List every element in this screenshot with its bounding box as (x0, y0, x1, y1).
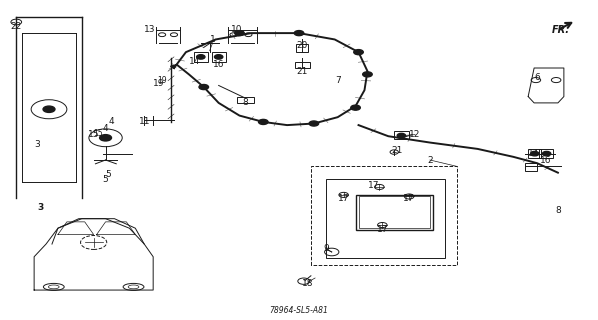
Bar (295, 62, 310, 68)
Text: 2: 2 (427, 156, 433, 164)
Text: 16: 16 (540, 156, 552, 164)
Circle shape (354, 50, 363, 55)
Text: 17: 17 (404, 194, 415, 203)
Bar (394, 132, 409, 140)
Text: 16: 16 (213, 60, 224, 69)
Bar (356, 195, 433, 230)
Text: 12: 12 (410, 130, 421, 139)
Text: 14: 14 (529, 149, 540, 158)
Text: 78964-SL5-A81: 78964-SL5-A81 (270, 307, 328, 316)
Text: 21: 21 (392, 146, 403, 155)
Text: 21: 21 (296, 67, 307, 76)
Bar (212, 52, 226, 62)
Text: 11: 11 (139, 117, 150, 126)
Text: 5: 5 (103, 174, 108, 184)
Bar (525, 163, 537, 171)
Bar (539, 149, 553, 158)
Text: 15: 15 (88, 130, 99, 139)
Bar (194, 52, 208, 62)
Circle shape (100, 135, 111, 141)
Text: 3: 3 (34, 140, 40, 148)
Text: 17: 17 (368, 181, 379, 190)
Circle shape (530, 151, 539, 156)
Text: 17: 17 (338, 194, 349, 203)
Text: 19: 19 (153, 79, 165, 88)
Circle shape (197, 55, 205, 59)
Circle shape (199, 84, 209, 90)
Text: 15: 15 (94, 129, 103, 138)
Circle shape (215, 55, 223, 59)
Text: 18: 18 (302, 279, 314, 288)
Text: 22: 22 (11, 22, 22, 31)
Bar (296, 44, 308, 52)
Text: 10: 10 (231, 25, 242, 35)
Circle shape (542, 151, 551, 156)
Circle shape (397, 133, 405, 138)
Text: 17: 17 (377, 225, 388, 234)
Text: 6: 6 (534, 73, 540, 82)
Text: FR.: FR. (552, 25, 570, 35)
Circle shape (363, 72, 372, 77)
Circle shape (309, 121, 319, 126)
Circle shape (235, 31, 244, 36)
Circle shape (351, 105, 361, 110)
Text: 5: 5 (106, 170, 111, 179)
Text: 3: 3 (37, 203, 43, 212)
Text: 20: 20 (296, 41, 307, 50)
Text: 4: 4 (103, 124, 108, 133)
Bar (236, 97, 254, 103)
Bar (527, 149, 541, 158)
Text: 8: 8 (243, 99, 248, 108)
Text: 9: 9 (323, 244, 329, 253)
Bar (359, 196, 430, 228)
Text: 13: 13 (145, 25, 156, 35)
Text: 19: 19 (157, 76, 167, 85)
Circle shape (258, 119, 268, 124)
Circle shape (294, 31, 304, 36)
Text: 7: 7 (335, 76, 341, 85)
Text: 1: 1 (210, 35, 215, 44)
Text: 8: 8 (555, 206, 561, 215)
Text: 14: 14 (189, 57, 200, 66)
Circle shape (43, 106, 55, 112)
Text: 4: 4 (109, 117, 114, 126)
